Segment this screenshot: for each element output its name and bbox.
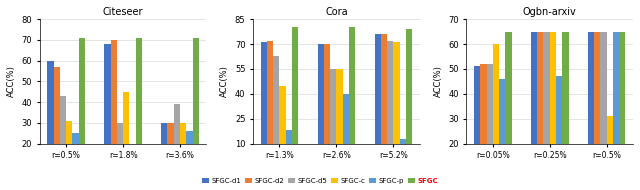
Bar <box>607 116 613 190</box>
Bar <box>292 27 298 160</box>
Bar <box>123 92 129 185</box>
Y-axis label: ACC(%): ACC(%) <box>220 65 229 97</box>
Title: Ogbn-arxiv: Ogbn-arxiv <box>523 7 577 17</box>
Bar <box>111 40 117 185</box>
Bar <box>486 64 493 190</box>
Bar <box>267 41 273 160</box>
Bar <box>280 86 285 160</box>
Bar <box>180 123 186 185</box>
Bar <box>563 32 568 190</box>
Bar <box>531 32 537 190</box>
Bar <box>349 27 355 160</box>
Bar <box>474 66 480 190</box>
Bar <box>193 38 199 185</box>
Bar <box>506 32 511 190</box>
Bar <box>260 42 267 160</box>
Bar <box>588 32 594 190</box>
Bar <box>168 123 173 185</box>
Bar <box>381 34 387 160</box>
Bar <box>620 32 625 190</box>
Bar <box>273 56 280 160</box>
Bar <box>330 69 337 160</box>
Bar <box>480 64 486 190</box>
Bar <box>47 61 54 185</box>
Bar <box>537 32 543 190</box>
Bar <box>161 123 168 185</box>
Bar <box>337 69 342 160</box>
Bar <box>285 130 292 160</box>
Bar <box>79 38 85 185</box>
Bar <box>556 76 563 190</box>
Title: Cora: Cora <box>325 7 348 17</box>
Bar <box>129 146 136 185</box>
Bar <box>173 104 180 185</box>
Bar <box>374 34 381 160</box>
Bar <box>387 41 394 160</box>
Legend: SFGC-d1, SFGC-d2, SFGC-d5, SFGC-c, SFGC-p, SFGC: SFGC-d1, SFGC-d2, SFGC-d5, SFGC-c, SFGC-… <box>200 175 440 187</box>
Bar <box>136 38 142 185</box>
Y-axis label: ACC(%): ACC(%) <box>7 65 16 97</box>
Bar <box>186 131 193 185</box>
Bar <box>550 32 556 190</box>
Bar <box>600 32 607 190</box>
Bar <box>317 44 324 160</box>
Bar <box>493 44 499 190</box>
Bar <box>117 123 123 185</box>
Bar <box>66 121 72 185</box>
Bar <box>104 44 111 185</box>
Bar <box>594 32 600 190</box>
Bar <box>399 139 406 160</box>
Bar <box>394 42 399 160</box>
Y-axis label: ACC(%): ACC(%) <box>434 65 443 97</box>
Bar <box>406 29 412 160</box>
Bar <box>60 96 66 185</box>
Bar <box>613 32 620 190</box>
Bar <box>72 133 79 185</box>
Bar <box>342 94 349 160</box>
Bar <box>543 32 550 190</box>
Bar <box>54 67 60 185</box>
Title: Citeseer: Citeseer <box>103 7 143 17</box>
Bar <box>499 79 506 190</box>
Bar <box>324 44 330 160</box>
